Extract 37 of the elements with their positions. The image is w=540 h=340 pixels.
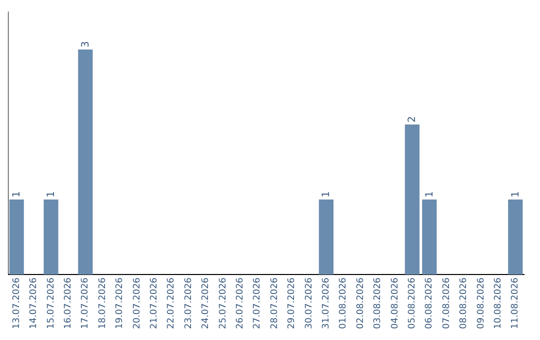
x-tick-label: 27.07.2026 — [252, 277, 263, 329]
x-tick-label: 25.07.2026 — [218, 277, 228, 329]
x-tick-label: 30.07.2026 — [304, 277, 314, 329]
x-tick-label: 10.08.2026 — [494, 277, 504, 329]
x-tick-label: 05.08.2026 — [408, 277, 418, 329]
x-tick-label: 15.07.2026 — [46, 277, 56, 329]
x-tick-label: 26.07.2026 — [236, 277, 246, 329]
data-label: 1 — [510, 191, 522, 198]
data-label: 2 — [407, 116, 418, 122]
x-tick-label: 24.07.2026 — [201, 277, 212, 329]
x-tick-label: 13.07.2026 — [12, 277, 22, 329]
x-tick-label: 02.08.2026 — [356, 277, 366, 329]
data-label: 1 — [424, 191, 436, 198]
x-tick-label: 31.07.2026 — [322, 277, 332, 329]
x-tick-label: 29.07.2026 — [287, 277, 298, 329]
x-tick-label: 21.07.2026 — [150, 277, 160, 329]
x-tick-label: 03.08.2026 — [373, 277, 384, 329]
x-tick-label: 20.07.2026 — [132, 277, 142, 329]
x-tick-label: 22.07.2026 — [166, 277, 177, 329]
x-tick-label: 23.07.2026 — [184, 277, 194, 329]
x-tick-label: 08.08.2026 — [459, 277, 470, 329]
x-tick-label: 17.07.2026 — [80, 277, 91, 329]
x-tick-label: 28.07.2026 — [270, 277, 280, 329]
x-tick-label: 04.08.2026 — [390, 277, 400, 329]
x-tick-label: 07.08.2026 — [442, 277, 452, 329]
data-label: 1 — [12, 191, 23, 198]
x-tick-label: 01.08.2026 — [338, 277, 349, 329]
x-tick-label: 18.07.2026 — [98, 277, 108, 329]
x-tick-label: 14.07.2026 — [29, 277, 40, 329]
x-tick-label: 09.08.2026 — [476, 277, 486, 329]
x-tick-label: 11.08.2026 — [510, 277, 521, 329]
x-tick-label: 16.07.2026 — [64, 277, 74, 329]
data-label: 1 — [321, 191, 332, 198]
x-tick-label: 06.08.2026 — [424, 277, 435, 329]
x-tick-label: 19.07.2026 — [115, 277, 126, 329]
data-label: 1 — [46, 191, 57, 198]
data-label: 3 — [80, 41, 92, 48]
